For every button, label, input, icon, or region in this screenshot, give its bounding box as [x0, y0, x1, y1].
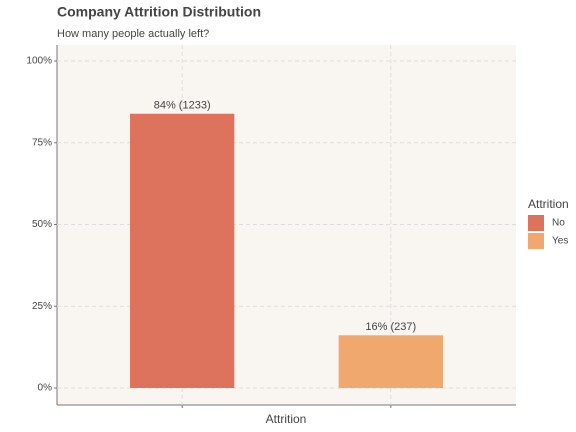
- bar: [130, 113, 235, 388]
- y-tick-label: 100%: [26, 56, 52, 67]
- legend-label: Yes: [552, 236, 568, 247]
- chart-title: Company Attrition Distribution: [57, 4, 261, 20]
- y-tick-label: 25%: [32, 301, 52, 312]
- value-label: 16% (237): [365, 321, 416, 333]
- x-axis-label: Attrition: [266, 412, 307, 426]
- chart-subtitle: How many people actually left?: [57, 28, 209, 40]
- panel: [57, 45, 516, 405]
- y-tick-label: 50%: [32, 219, 52, 230]
- legend-title: Attrition: [528, 197, 569, 211]
- y-tick-label: 75%: [32, 137, 52, 148]
- legend-swatch: [528, 233, 544, 249]
- y-tick-label: 0%: [38, 383, 53, 394]
- legend-swatch: [528, 215, 544, 231]
- value-label: 84% (1233): [154, 100, 211, 112]
- legend-label: No: [552, 218, 565, 229]
- bar: [338, 335, 443, 388]
